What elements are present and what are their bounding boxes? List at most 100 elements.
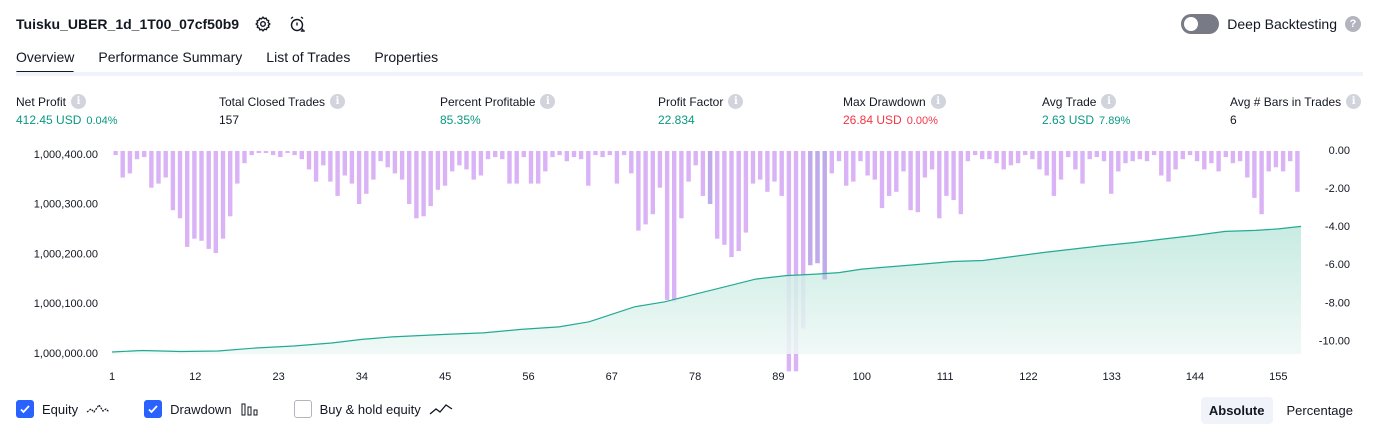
drawdown-bar (1280, 151, 1286, 172)
drawdown-bar (700, 151, 706, 196)
drawdown-bar (142, 151, 147, 158)
left-axis-tick: 1,000,100.00 (34, 298, 98, 310)
add-alert-icon[interactable] (287, 14, 307, 34)
drawdown-bar (485, 151, 491, 160)
x-axis-tick: 155 (1269, 371, 1287, 383)
drawdown-bar (328, 151, 333, 182)
legend-equity[interactable]: Equity (16, 400, 110, 418)
info-icon[interactable]: i (330, 94, 346, 109)
metric-value: 157 (219, 113, 240, 127)
drawdown-bar (450, 151, 455, 172)
drawdown-bar (1288, 151, 1293, 162)
drawdown-bar (1015, 151, 1021, 164)
drawdown-bar (894, 151, 899, 192)
drawdown-checkbox[interactable] (144, 400, 163, 418)
drawdown-bar (263, 151, 269, 153)
drawdown-bar (371, 151, 376, 180)
deep-backtesting-toggle[interactable] (1181, 14, 1220, 34)
drawdown-bar (127, 151, 133, 174)
info-icon[interactable]: i (930, 94, 946, 109)
drawdown-bar (965, 151, 971, 162)
left-axis-tick: 1,000,000.00 (34, 348, 98, 360)
absolute-button[interactable]: Absolute (1200, 397, 1273, 424)
strategy-header: Tuisku_UBER_1d_1T00_07cf50b9 (16, 12, 307, 36)
tab-properties[interactable]: Properties (374, 49, 439, 65)
drawdown-bar (851, 151, 856, 182)
x-axis-tick: 78 (689, 371, 701, 383)
drawdown-bar (672, 151, 677, 302)
x-axis-tick: 23 (272, 371, 284, 383)
drawdown-bar (1295, 151, 1300, 192)
drawdown-bar (1194, 151, 1200, 162)
info-icon[interactable]: i (540, 94, 556, 109)
drawdown-bar (1080, 151, 1085, 184)
legend-buy-hold[interactable]: Buy & hold equity (293, 400, 453, 418)
drawdown-bar (349, 151, 355, 184)
drawdown-bar (256, 151, 261, 153)
drawdown-bar (858, 151, 863, 162)
right-axis-tick: -8.00 (1325, 297, 1350, 309)
bars-icon (240, 402, 260, 416)
help-icon[interactable]: ? (1345, 16, 1361, 32)
toggle-knob (1184, 17, 1199, 31)
drawdown-bar (1187, 151, 1193, 156)
scale-mode: Absolute Percentage (1200, 397, 1361, 424)
drawdown-bar (844, 151, 849, 186)
tab-overview[interactable]: Overview (16, 44, 75, 74)
drawdown-bar (306, 151, 312, 170)
drawdown-bar (1109, 151, 1114, 194)
metrics-row: Net Profit i 412.45 USD 0.04% Total Closed… (16, 93, 1363, 133)
drawdown-bar (1230, 151, 1236, 164)
equity-drawdown-chart[interactable]: 1,000,400.00 1,000,300.00 1,000,200.00 1,00… (0, 140, 1379, 392)
x-axis-tick: 45 (439, 371, 451, 383)
equity-wave-icon (86, 402, 110, 416)
drawdown-bar (1180, 151, 1185, 160)
drawdown-bar (313, 151, 319, 182)
drawdown-bar (557, 151, 562, 156)
drawdown-bar (915, 151, 920, 213)
metric-pct: 0.04% (86, 115, 118, 127)
metric-label: Avg # Bars in Trades (1230, 94, 1342, 109)
drawdown-bar (715, 151, 720, 239)
drawdown-bar (177, 151, 183, 219)
metric-label: Total Closed Trades (219, 94, 326, 109)
drawdown-bar (987, 151, 992, 160)
drawdown-bar (679, 151, 684, 219)
x-axis-tick: 111 (937, 371, 954, 383)
right-axis-tick: -4.00 (1325, 221, 1350, 233)
drawdown-bar (507, 151, 512, 184)
drawdown-bar (1101, 151, 1107, 162)
drawdown-bar (1116, 151, 1121, 172)
drawdown-bar (636, 151, 641, 231)
drawdown-bar (249, 151, 254, 156)
settings-icon[interactable] (253, 14, 273, 34)
buy-hold-checkbox[interactable] (293, 400, 312, 418)
drawdown-bar (571, 151, 577, 158)
metric-net-profit: Net Profit i 412.45 USD 0.04% (16, 93, 118, 127)
drawdown-bar (321, 151, 326, 166)
info-icon[interactable]: i (71, 94, 87, 109)
legend-drawdown[interactable]: Drawdown (144, 400, 259, 418)
drawdown-bar (972, 151, 978, 156)
drawdown-bar (1023, 151, 1028, 156)
drawdown-bar (392, 151, 398, 174)
tab-performance-summary[interactable]: Performance Summary (98, 49, 243, 65)
metric-percent-profitable: Percent Profitable i 85.35% (440, 93, 556, 127)
trend-line-icon (429, 402, 453, 416)
drawdown-bar (865, 151, 870, 176)
drawdown-bar (278, 151, 283, 158)
drawdown-bar (958, 151, 963, 215)
info-icon[interactable]: i (1101, 94, 1117, 109)
equity-checkbox[interactable] (16, 400, 34, 418)
drawdown-bar (335, 151, 340, 196)
drawdown-bar (872, 151, 877, 180)
percentage-button[interactable]: Percentage (1286, 403, 1354, 418)
drawdown-bar (435, 151, 441, 190)
drawdown-bar (457, 151, 462, 166)
drawdown-bar (385, 151, 390, 168)
info-icon[interactable]: i (728, 94, 744, 109)
legend-label: Equity (42, 401, 79, 417)
tab-list-of-trades[interactable]: List of Trades (266, 49, 351, 65)
info-icon[interactable]: i (1346, 94, 1362, 109)
drawdown-bar (421, 151, 426, 217)
